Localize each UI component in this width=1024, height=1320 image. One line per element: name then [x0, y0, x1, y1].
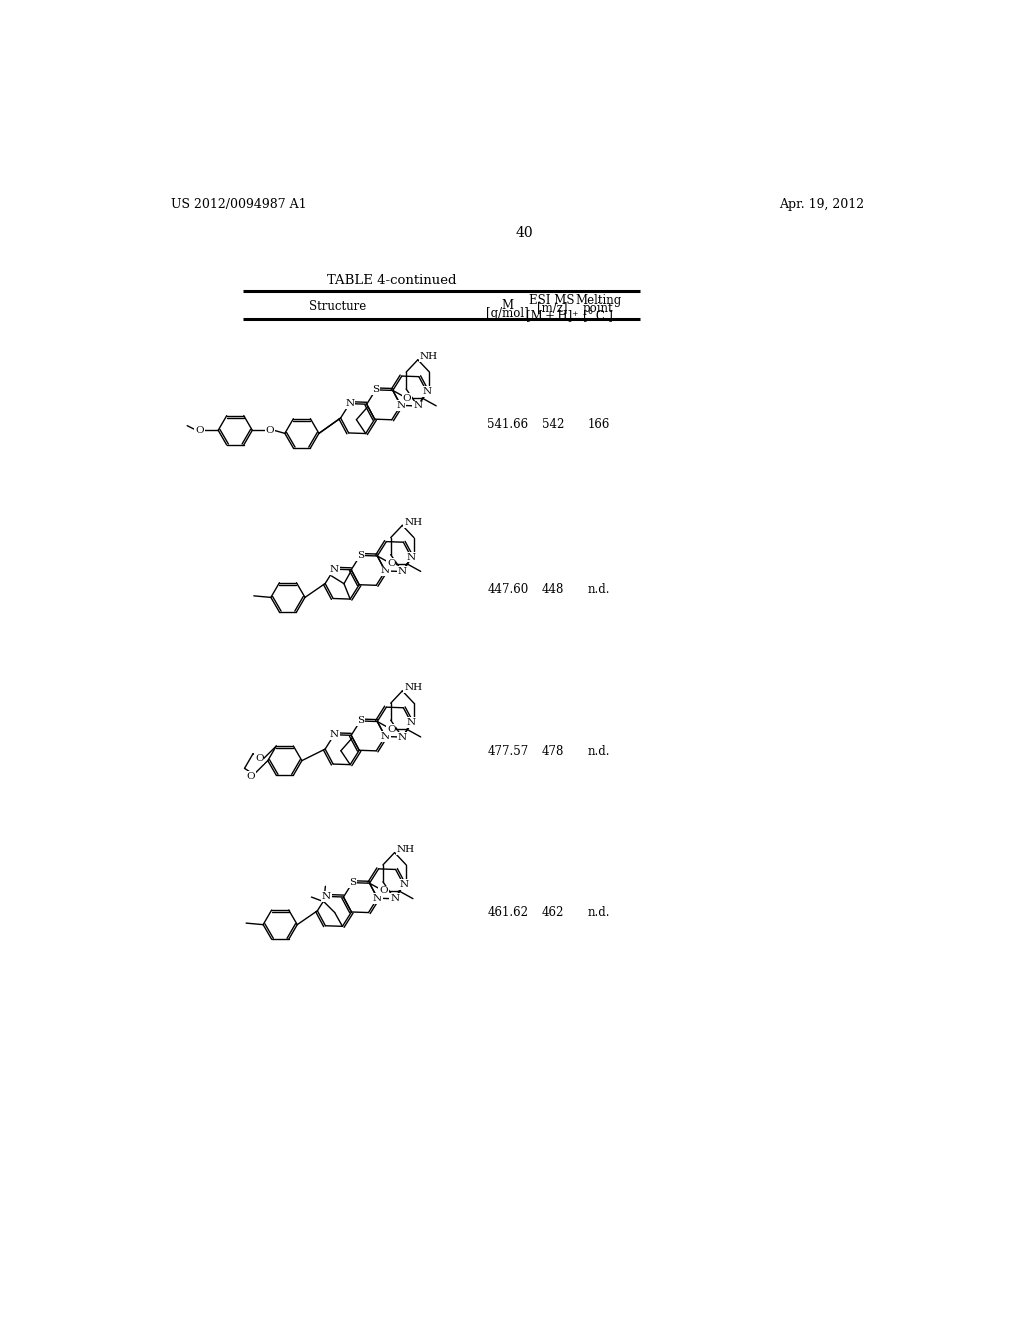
Text: 542: 542	[542, 417, 564, 430]
Text: O: O	[247, 771, 255, 780]
Text: N: N	[322, 892, 331, 902]
Text: 447.60: 447.60	[487, 583, 528, 597]
Text: O: O	[266, 426, 274, 434]
Text: N: N	[422, 387, 431, 396]
Text: M: M	[502, 298, 514, 312]
Text: N: N	[407, 553, 416, 562]
Text: N: N	[381, 566, 390, 576]
Text: NH: NH	[420, 352, 437, 362]
Text: N: N	[396, 401, 406, 411]
Text: O: O	[402, 393, 411, 403]
Text: N: N	[373, 894, 382, 903]
Text: N: N	[414, 401, 422, 411]
Text: N: N	[390, 894, 399, 903]
Text: 166: 166	[587, 417, 609, 430]
Text: 40: 40	[516, 226, 534, 240]
Text: US 2012/0094987 A1: US 2012/0094987 A1	[171, 198, 306, 211]
Text: Apr. 19, 2012: Apr. 19, 2012	[779, 198, 864, 211]
Text: N: N	[397, 733, 407, 742]
Text: S: S	[349, 878, 356, 887]
Text: TABLE 4-continued: TABLE 4-continued	[327, 275, 457, 286]
Text: O: O	[387, 560, 395, 568]
Text: n.d.: n.d.	[587, 907, 609, 920]
Text: ESI MS: ESI MS	[529, 294, 574, 308]
Text: O: O	[379, 887, 388, 895]
Text: N: N	[330, 565, 339, 574]
Text: O: O	[196, 426, 204, 434]
Text: [g/mol]: [g/mol]	[486, 308, 529, 319]
Text: S: S	[372, 385, 379, 395]
Text: n.d.: n.d.	[587, 583, 609, 597]
Text: [m/z]: [m/z]	[537, 302, 567, 314]
Text: S: S	[356, 717, 364, 726]
Text: N: N	[397, 568, 407, 576]
Text: [° C.]: [° C.]	[584, 309, 613, 322]
Text: 462: 462	[542, 907, 564, 920]
Text: 541.66: 541.66	[487, 417, 528, 430]
Text: NH: NH	[404, 684, 422, 692]
Text: n.d.: n.d.	[587, 744, 609, 758]
Text: O: O	[387, 725, 395, 734]
Text: point: point	[583, 302, 613, 314]
Text: [M + H]⁺: [M + H]⁺	[525, 309, 579, 322]
Text: N: N	[345, 399, 354, 408]
Text: 478: 478	[542, 744, 564, 758]
Text: O: O	[255, 754, 263, 763]
Text: N: N	[381, 733, 390, 741]
Text: Melting: Melting	[575, 294, 622, 308]
Text: N: N	[407, 718, 416, 727]
Text: S: S	[356, 550, 364, 560]
Text: N: N	[399, 880, 409, 888]
Text: NH: NH	[404, 517, 422, 527]
Text: NH: NH	[396, 845, 415, 854]
Text: 461.62: 461.62	[487, 907, 528, 920]
Text: Structure: Structure	[308, 300, 366, 313]
Text: 448: 448	[542, 583, 564, 597]
Text: 477.57: 477.57	[487, 744, 528, 758]
Text: N: N	[330, 730, 339, 739]
